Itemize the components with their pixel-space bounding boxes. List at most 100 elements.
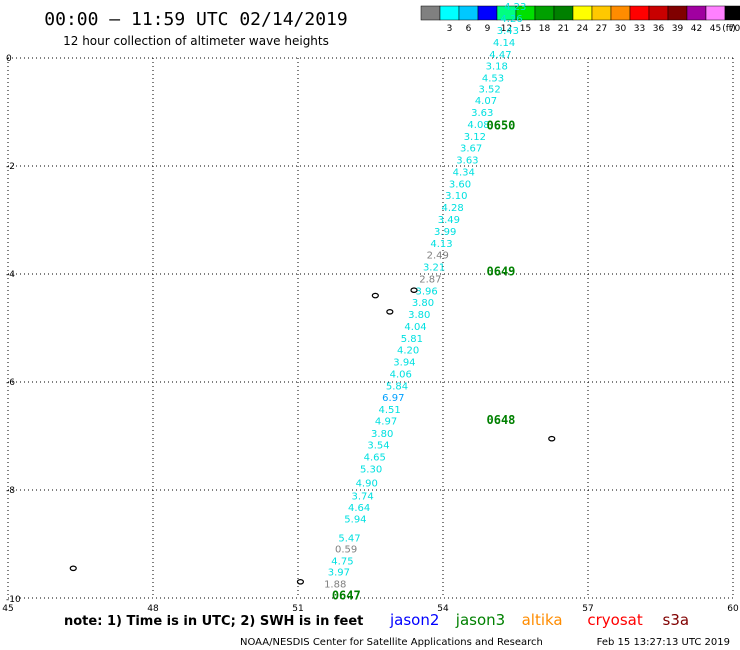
wave-height-label: 4.06 xyxy=(390,369,412,380)
wave-height-label: 4.26 xyxy=(500,14,522,25)
wave-height-label: 3.78 xyxy=(508,0,530,1)
satellite-jason3: jason3 xyxy=(455,611,505,629)
colorbar-swatch xyxy=(553,5,574,21)
wave-height-label: 3.94 xyxy=(393,358,415,369)
wave-height-label: 3.80 xyxy=(408,310,430,321)
wave-height-label: 3.80 xyxy=(371,429,393,440)
track-points: 1.883.974.750.595.47 5.944.643.744.90 5.30… xyxy=(324,0,530,591)
colorbar-label: 33 xyxy=(634,24,645,34)
coastlines xyxy=(69,287,556,585)
colorbar-label: 15 xyxy=(520,24,531,34)
pass-time-label: 0649 xyxy=(487,264,516,278)
x-tick-label: 48 xyxy=(147,604,159,614)
colorbar-swatch xyxy=(667,5,688,21)
colorbar-label: 27 xyxy=(596,24,607,34)
x-tick-label: 51 xyxy=(292,604,303,614)
colorbar-swatch xyxy=(477,5,498,21)
satellite-s3a: s3a xyxy=(663,611,690,629)
satellite-legend: jason2 jason3 altika cryosat s3a xyxy=(389,611,689,629)
y-tick-label: -6 xyxy=(6,378,15,388)
wave-height-label: 4.51 xyxy=(378,405,400,416)
wave-height-label: 3.63 xyxy=(456,156,478,167)
wave-height-label: 3.60 xyxy=(449,179,471,190)
wave-height-label: 5.81 xyxy=(401,334,423,345)
wave-height-label: 0.59 xyxy=(335,544,357,555)
wave-height-label: 1.88 xyxy=(324,580,346,591)
colorbar-label: 45 xyxy=(710,24,721,34)
wave-height-colorbar: 3 6 9 12 15 18 21 24 27 30 33 36 39 42 45 70 xyxy=(420,5,740,34)
wave-height-label: 2.87 xyxy=(419,274,441,285)
map-subtitle: 12 hour collection of altimeter wave hei… xyxy=(63,34,329,48)
x-tick-label: 45 xyxy=(2,604,13,614)
colorbar-label: 70 xyxy=(729,24,740,34)
colorbar-label: 3 xyxy=(447,24,453,34)
colorbar-swatch xyxy=(629,5,650,21)
wave-height-label: 4.53 xyxy=(482,74,504,85)
colorbar-swatch xyxy=(439,5,460,21)
colorbar-label: 18 xyxy=(539,24,551,34)
colorbar-label: 9 xyxy=(485,24,491,34)
island-outline xyxy=(296,578,305,585)
island-outline xyxy=(548,435,556,442)
x-tick-label: 60 xyxy=(727,604,739,614)
colorbar-label: 42 xyxy=(691,24,702,34)
wave-height-label: 3.67 xyxy=(460,144,482,155)
colorbar-label: 6 xyxy=(466,24,472,34)
satellite-altika: altika xyxy=(522,611,563,629)
y-tick-label: -10 xyxy=(6,595,21,605)
wave-height-label: 3.63 xyxy=(471,108,493,119)
pass-time-label: 0648 xyxy=(487,413,516,427)
wave-height-label: 4.13 xyxy=(430,239,452,250)
wave-height-label: 5.84 xyxy=(386,381,408,392)
units-note: note: 1) Time is in UTC; 2) SWH is in fe… xyxy=(64,614,363,629)
colorbar-swatch xyxy=(705,5,726,21)
wave-height-label: 4.64 xyxy=(348,503,370,514)
colorbar-unit: (ft) xyxy=(722,24,736,34)
wave-height-label: 5.30 xyxy=(360,464,382,475)
colorbar-label: 21 xyxy=(558,24,569,34)
colorbar-swatch xyxy=(610,5,631,21)
island-outline xyxy=(386,308,394,315)
wave-height-label: 4.75 xyxy=(331,556,353,567)
wave-height-label: 5.47 xyxy=(338,534,360,545)
wave-height-label: 3.10 xyxy=(445,191,467,202)
wave-height-label: 4.07 xyxy=(475,96,497,107)
colorbar-label: 24 xyxy=(577,24,589,34)
wave-height-label: 3.49 xyxy=(438,215,460,226)
colorbar-swatch xyxy=(591,5,612,21)
colorbar-swatch xyxy=(572,5,593,21)
wave-height-label: 4.28 xyxy=(441,203,463,214)
satellite-jason2: jason2 xyxy=(389,611,439,629)
x-tick-label: 54 xyxy=(437,604,449,614)
colorbar-label: 39 xyxy=(672,24,684,34)
map-grid xyxy=(7,57,734,599)
wave-height-label: 4.34 xyxy=(453,167,475,178)
footer-credit: NOAA/NESDIS Center for Satellite Applica… xyxy=(240,637,543,648)
island-outline xyxy=(69,565,77,572)
map-title: 00:00 – 11:59 UTC 02/14/2019 xyxy=(44,9,347,30)
wave-height-label: 3.12 xyxy=(464,132,486,143)
wave-height-label: 4.04 xyxy=(404,322,426,333)
colorbar-label: 30 xyxy=(615,24,627,34)
wave-height-label: 3.74 xyxy=(352,491,374,502)
wave-height-label: 3.21 xyxy=(423,263,445,274)
satellite-cryosat: cryosat xyxy=(587,611,642,629)
wave-height-label: 4.20 xyxy=(397,346,419,357)
wave-height-label: 4.23 xyxy=(504,2,526,13)
wave-height-label: 2.49 xyxy=(427,251,449,262)
colorbar-swatch xyxy=(686,5,707,21)
y-tick-label: -8 xyxy=(6,486,15,496)
colorbar-label: 36 xyxy=(653,24,665,34)
pass-time-label: 0650 xyxy=(487,119,516,133)
wave-height-label: 3.96 xyxy=(416,286,438,297)
wave-height-label: 3.52 xyxy=(479,84,501,95)
island-outline xyxy=(410,287,418,294)
y-tick-label: -2 xyxy=(6,162,15,172)
pass-times: 0647 0648 0649 0650 xyxy=(332,119,516,603)
wave-height-label: 4.97 xyxy=(375,416,397,427)
wave-height-label: 3.43 xyxy=(497,26,519,37)
colorbar-swatch xyxy=(534,5,555,21)
plot-area xyxy=(8,58,733,598)
wave-height-label: 6.97 xyxy=(382,393,404,404)
